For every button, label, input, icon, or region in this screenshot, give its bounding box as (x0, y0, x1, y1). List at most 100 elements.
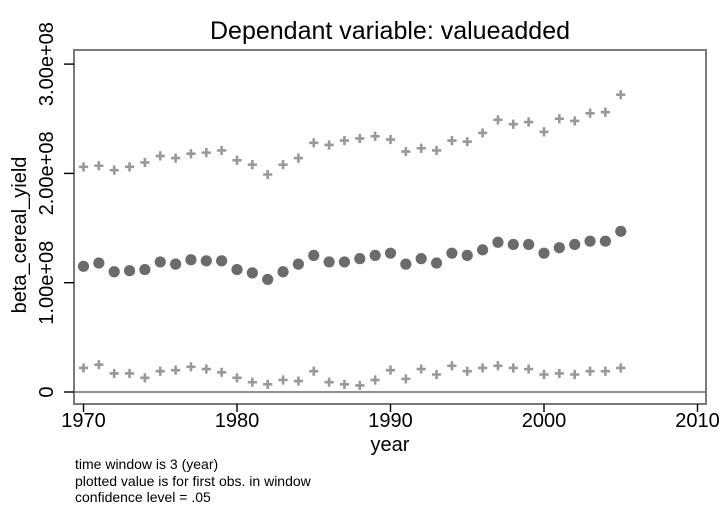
point-estimate-marker (200, 255, 212, 267)
point-estimate-marker (277, 266, 289, 278)
upper-ci-marker (78, 162, 89, 172)
y-tick-label: 0 (36, 386, 58, 397)
point-estimate-marker (139, 263, 151, 276)
lower-ci-marker (355, 380, 365, 391)
upper-ci-marker (524, 117, 534, 127)
point-estimate-marker (523, 238, 535, 251)
point-estimate-marker (231, 263, 243, 276)
lower-ci-marker (232, 373, 242, 383)
x-tick-label: 1980 (215, 410, 260, 432)
upper-ci-marker (263, 169, 273, 180)
upper-ci-marker (462, 137, 472, 147)
lower-ci-marker (124, 368, 135, 379)
point-estimate-marker (77, 260, 90, 272)
point-estimate-marker (599, 235, 612, 247)
upper-ci-marker (478, 128, 488, 138)
upper-ci-marker (201, 148, 211, 158)
point-estimate-marker (584, 235, 596, 247)
point-estimate-marker (246, 267, 258, 279)
point-estimate-marker (400, 258, 412, 270)
note-line: plotted value is for first obs. in windo… (75, 472, 311, 489)
upper-ci-marker (309, 138, 319, 148)
lower-ci-marker (324, 377, 334, 387)
lower-ci-marker (217, 367, 227, 377)
lower-ci-marker (293, 376, 303, 386)
x-tick-label: 2010 (675, 410, 720, 432)
point-estimate-marker (93, 257, 105, 269)
lower-ci-marker (416, 364, 426, 374)
chart-title: Dependant variable: valueadded (210, 17, 570, 45)
lower-ci-marker (339, 379, 350, 389)
lower-ci-marker (140, 373, 150, 383)
upper-ci-marker (232, 155, 242, 165)
point-estimate-marker (615, 225, 627, 237)
lower-ci-marker (600, 366, 610, 376)
lower-ci-marker (493, 361, 503, 371)
point-estimate-marker (461, 249, 473, 261)
point-estimate-marker (216, 255, 228, 267)
point-estimate-marker (154, 256, 166, 268)
upper-ci-marker (447, 136, 457, 146)
lower-ci-marker (401, 374, 411, 384)
upper-ci-marker (493, 115, 503, 125)
lower-ci-marker (616, 363, 626, 373)
point-estimate-marker (308, 249, 320, 261)
y-tick-label: 2.00e+08 (36, 131, 58, 215)
point-estimate-marker (538, 247, 550, 259)
upper-ci-marker (570, 116, 580, 126)
point-estimate-marker (108, 266, 120, 278)
point-estimate-marker (369, 249, 381, 261)
upper-ci-marker (539, 127, 549, 137)
lower-ci-marker (263, 379, 273, 389)
point-estimate-marker (338, 256, 351, 268)
lower-ci-marker (462, 366, 472, 376)
point-estimate-marker (492, 236, 504, 248)
upper-ci-marker (370, 131, 380, 141)
upper-ci-marker (431, 145, 442, 156)
point-estimate-marker (323, 256, 335, 268)
plot-border (73, 49, 707, 405)
upper-ci-marker (94, 161, 104, 171)
point-estimate-marker (292, 258, 304, 270)
lower-ci-marker (554, 368, 564, 379)
chart-notes: time window is 3 (year) plotted value is… (75, 456, 311, 506)
x-tick-label: 2000 (522, 410, 567, 432)
upper-ci-marker (247, 160, 257, 170)
lower-ci-marker (539, 369, 549, 380)
lower-ci-marker (585, 366, 595, 376)
point-estimate-marker (446, 247, 458, 259)
lower-ci-marker (155, 366, 165, 376)
point-estimate-marker (477, 244, 489, 256)
x-tick-label: 1970 (61, 410, 106, 432)
upper-ci-marker (355, 133, 365, 144)
lower-ci-marker (447, 361, 457, 371)
upper-ci-marker (508, 119, 518, 129)
upper-ci-marker (324, 140, 334, 150)
point-estimate-marker (170, 258, 182, 270)
lower-ci-marker (109, 368, 119, 379)
upper-ci-marker (278, 160, 288, 170)
upper-ci-marker (339, 136, 350, 146)
lower-ci-marker (171, 365, 181, 375)
lower-ci-marker (508, 363, 518, 373)
upper-ci-marker (140, 157, 150, 168)
point-estimate-marker (553, 242, 565, 254)
upper-ci-marker (171, 153, 181, 163)
y-tick-label: 3.00e+08 (36, 22, 58, 106)
lower-ci-marker (247, 377, 257, 387)
lower-ci-marker (524, 364, 534, 374)
lower-ci-marker (431, 369, 442, 380)
point-estimate-marker (354, 253, 366, 265)
lower-ci-marker (385, 365, 396, 375)
lower-ci-marker (570, 369, 580, 380)
point-estimate-marker (123, 265, 136, 277)
note-line: confidence level = .05 (75, 489, 211, 505)
lower-ci-marker (201, 364, 211, 374)
upper-ci-marker (585, 108, 595, 118)
lower-ci-marker (370, 375, 380, 385)
upper-ci-marker (616, 90, 626, 100)
point-estimate-marker (415, 253, 427, 265)
upper-ci-marker (217, 145, 227, 156)
lower-ci-marker (186, 362, 196, 372)
